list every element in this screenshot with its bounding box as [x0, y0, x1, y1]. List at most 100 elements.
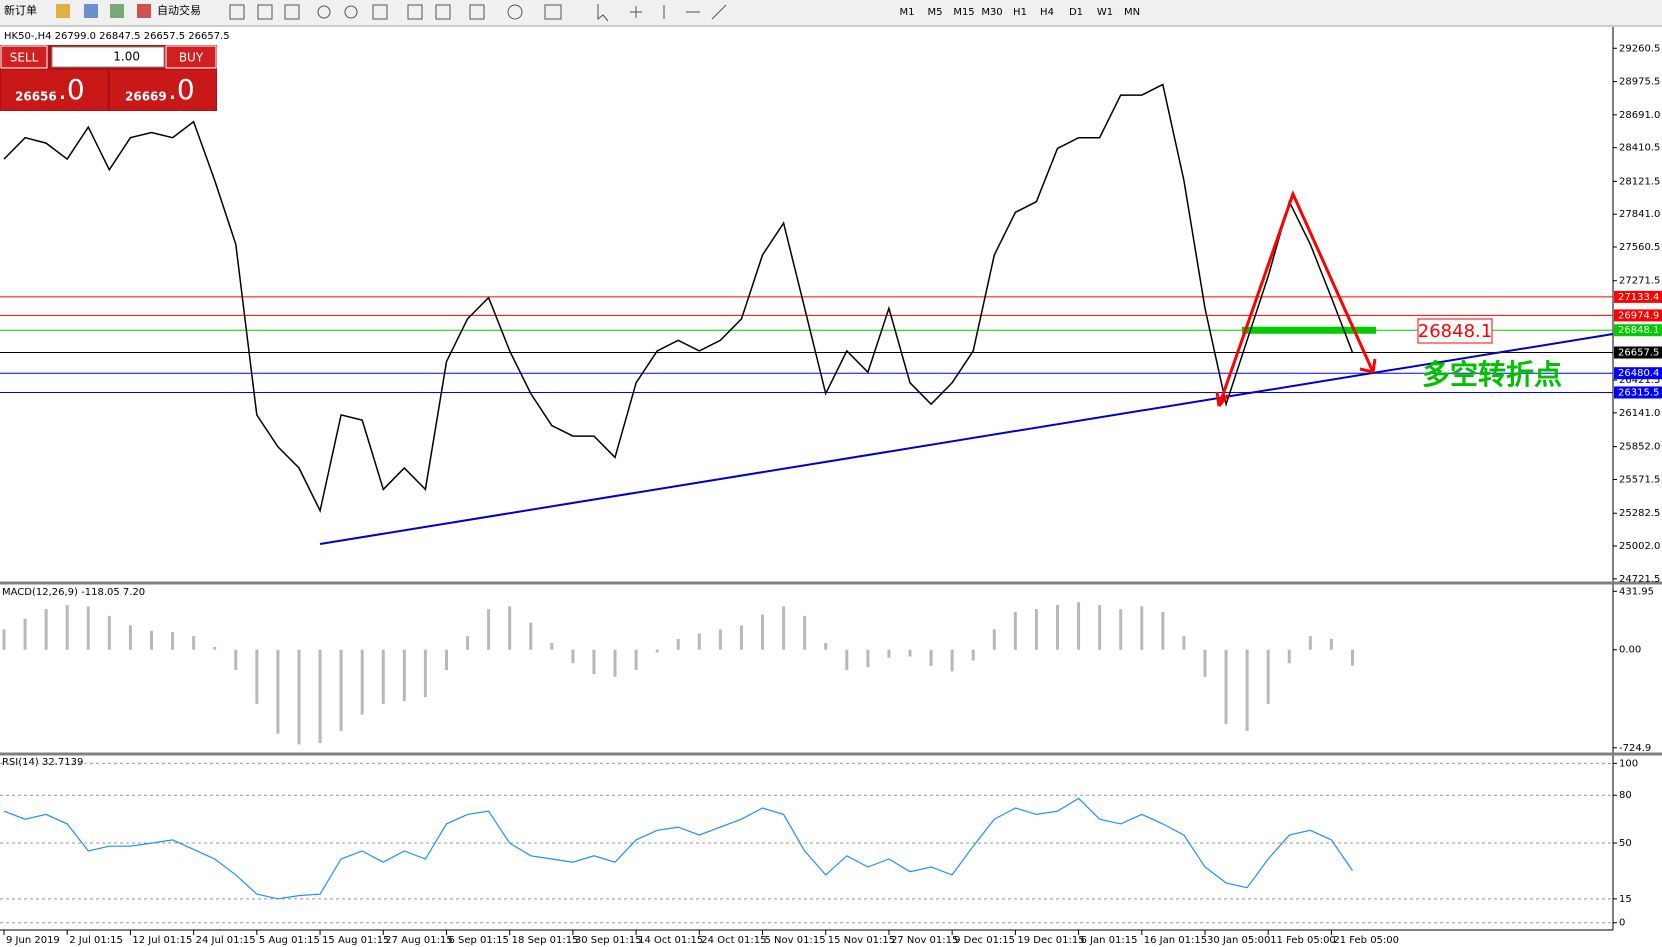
icon[interactable] — [229, 4, 245, 20]
icon[interactable] — [84, 4, 98, 18]
timeframe-button[interactable]: D1 — [1069, 7, 1083, 18]
histogram-bar — [1077, 602, 1081, 650]
histogram-bar — [1140, 606, 1144, 650]
auto-trading-button[interactable]: 自动交易 — [157, 3, 201, 17]
y-tick-label: 28121.5 — [1619, 176, 1660, 187]
histogram-bar — [1182, 636, 1186, 650]
auto-trading-icon[interactable] — [137, 4, 151, 18]
histogram-bar — [1329, 638, 1333, 650]
histogram-bar — [107, 615, 111, 650]
histogram-bar — [65, 605, 69, 650]
ask-price[interactable]: 26669 — [125, 90, 167, 104]
histogram-bar — [529, 622, 533, 650]
new-order-button[interactable]: 新订单 — [4, 3, 37, 17]
y-tick-label: 50 — [1619, 838, 1632, 849]
icon[interactable] — [284, 4, 300, 20]
icon[interactable] — [56, 4, 70, 18]
trendline[interactable] — [711, 4, 727, 20]
histogram-bar — [276, 649, 280, 734]
timeframe-button[interactable]: M1 — [900, 7, 915, 18]
y-tick-label: 27560.5 — [1619, 242, 1660, 253]
timeframe-button[interactable]: H4 — [1040, 7, 1054, 18]
histogram-bar — [1056, 605, 1059, 650]
timeframe-button[interactable]: M5 — [928, 7, 943, 18]
timeframe-button[interactable]: H1 — [1013, 7, 1027, 18]
histogram-bar — [1224, 649, 1228, 725]
buy-label[interactable]: BUY — [179, 51, 204, 65]
y-tick-label: 25282.5 — [1619, 508, 1660, 519]
histogram-bar — [171, 632, 175, 650]
histogram-bar — [1287, 649, 1291, 664]
histogram-bar — [550, 642, 554, 650]
trade-panel: SELL 1.00 BUY 26656 .0 26669 .0 — [0, 45, 217, 111]
histogram-bar — [487, 609, 491, 650]
tool-icons — [229, 4, 727, 22]
x-tick-label: 6 Sep 01:15 — [448, 935, 508, 946]
level-label-box — [1614, 346, 1662, 359]
lot-value[interactable]: 1.00 — [113, 50, 140, 64]
buy-button[interactable] — [165, 45, 217, 69]
ask-box[interactable] — [110, 70, 216, 110]
icon[interactable] — [469, 4, 485, 20]
y-tick-label: 25571.5 — [1619, 474, 1660, 485]
icon[interactable] — [372, 4, 388, 20]
histogram-bar — [887, 649, 891, 658]
toolbar — [0, 0, 1662, 26]
x-tick-label: 30 Jan 05:00 — [1207, 935, 1270, 946]
x-tick-label: 21 Feb 05:00 — [1333, 935, 1399, 946]
histogram-bar — [676, 638, 680, 650]
macd-pane: 431.95 0.00 -724.9 — [2, 586, 1654, 754]
x-tick-label: 5 Aug 01:15 — [259, 935, 320, 946]
icon[interactable] — [507, 4, 523, 20]
y-tick-label: 27271.5 — [1619, 276, 1660, 287]
histogram-bar — [128, 625, 132, 650]
icon[interactable] — [110, 4, 124, 18]
arrow-heads — [1215, 358, 1377, 407]
sell-label[interactable]: SELL — [10, 51, 39, 65]
histogram-bar — [1161, 611, 1165, 650]
histogram-bar — [23, 618, 27, 650]
level-label: 26315.5 — [1618, 387, 1659, 398]
x-tick-label: 19 Dec 01:15 — [1017, 935, 1084, 946]
icon[interactable] — [257, 4, 273, 20]
rsi-pane: 100 80 50 15 0 — [0, 758, 1638, 929]
crosshair[interactable] — [630, 6, 642, 18]
histogram-bar — [339, 649, 343, 731]
y-tick-label: -724.9 — [1619, 743, 1651, 754]
histogram-bar — [466, 636, 470, 650]
timeframe-button[interactable]: W1 — [1097, 7, 1113, 18]
y-tick-label: 25002.0 — [1619, 541, 1660, 552]
bid-decimal[interactable]: .0 — [58, 73, 85, 106]
bid-box[interactable] — [1, 70, 107, 110]
histogram-bar — [1119, 609, 1123, 650]
histogram-bar — [971, 649, 975, 661]
histogram-bar — [634, 649, 638, 671]
ask-decimal[interactable]: .0 — [168, 73, 195, 106]
histogram-bar — [213, 647, 217, 650]
histogram-bar — [908, 649, 912, 657]
icon[interactable] — [544, 4, 562, 20]
lot-input[interactable] — [51, 46, 165, 68]
level-label-box — [1614, 386, 1662, 399]
zoom-out[interactable] — [344, 5, 358, 19]
bid-price[interactable]: 26656 — [15, 90, 57, 104]
trend-line — [319, 333, 1614, 545]
zoom-in[interactable] — [317, 5, 331, 19]
histogram-bar — [444, 649, 448, 671]
y-tick-label: 24721.5 — [1619, 574, 1660, 585]
timeframe-button[interactable]: M30 — [981, 7, 1002, 18]
histogram-bar — [86, 606, 90, 650]
timeframe-button[interactable]: MN — [1124, 7, 1140, 18]
icon[interactable] — [407, 4, 423, 20]
cursor[interactable] — [597, 4, 609, 22]
x-tick-label: 16 Jan 01:15 — [1144, 935, 1207, 946]
histogram-bar — [1034, 609, 1038, 650]
histogram-bar — [592, 649, 596, 675]
price-pane: 29260.5 28975.5 28691.0 28410.5 28121.5 27841… — [0, 43, 1662, 585]
x-tick-label: 5 Nov 01:15 — [765, 935, 826, 946]
sell-button[interactable] — [0, 45, 48, 69]
timeframe-button[interactable]: M15 — [953, 7, 974, 18]
icon[interactable] — [435, 4, 451, 20]
histogram-bar — [1098, 605, 1102, 650]
